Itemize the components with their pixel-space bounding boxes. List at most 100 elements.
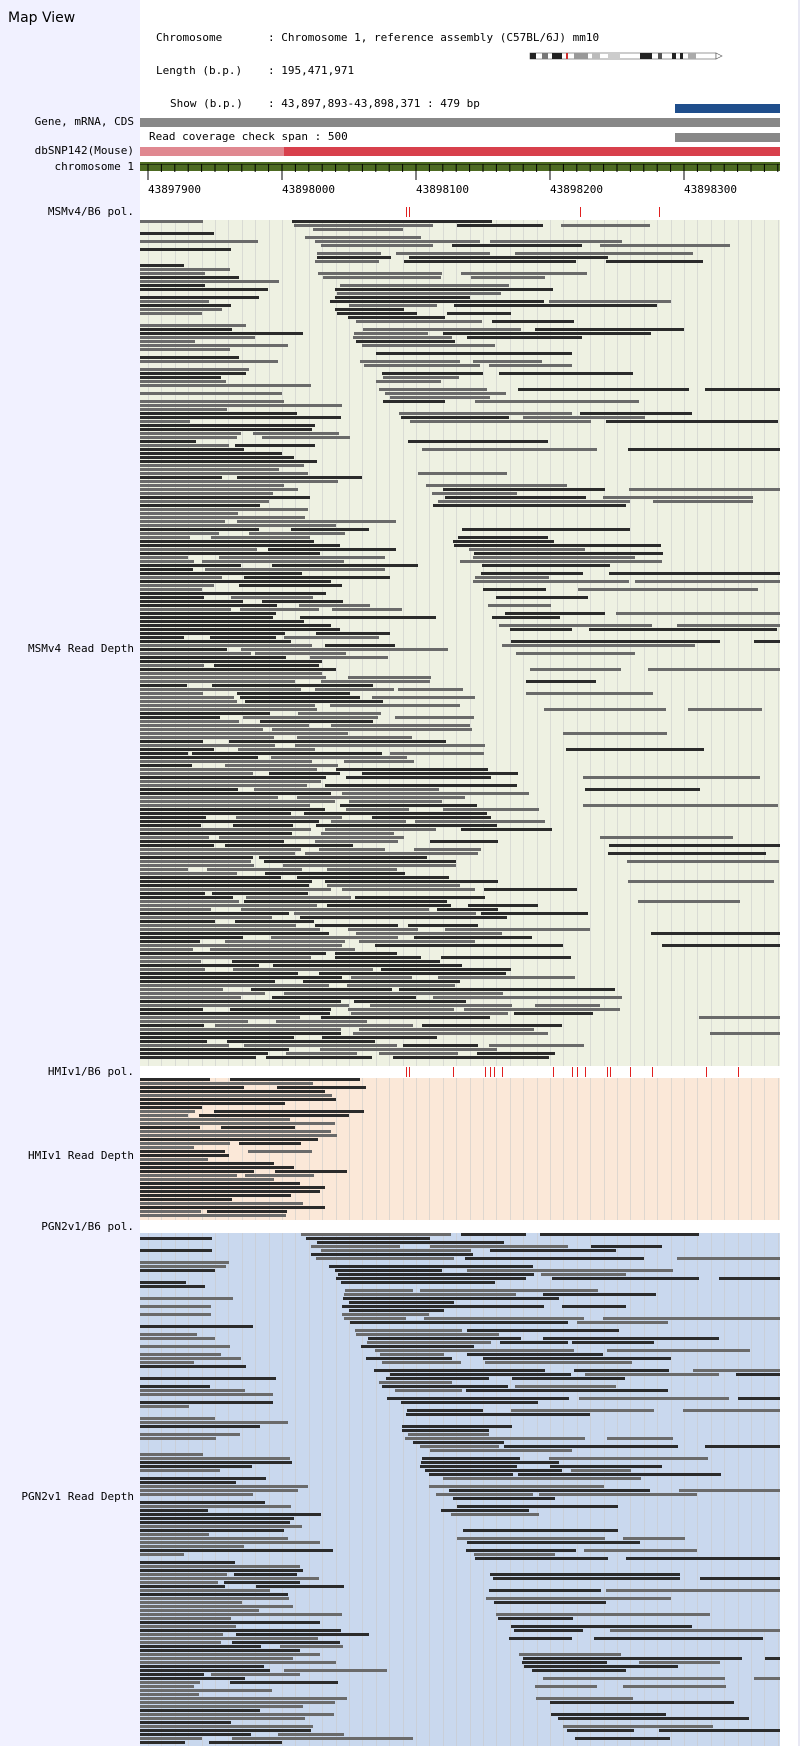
sequence-read[interactable] [230, 1681, 338, 1684]
sequence-read[interactable] [539, 1493, 698, 1496]
sequence-read[interactable] [525, 680, 597, 683]
sequence-read[interactable] [487, 604, 551, 607]
sequence-read[interactable] [140, 1337, 216, 1340]
sequence-read[interactable] [361, 344, 496, 347]
sequence-read[interactable] [140, 1401, 274, 1404]
sequence-read[interactable] [140, 980, 276, 983]
sequence-read[interactable] [140, 464, 305, 467]
sequence-read[interactable] [460, 560, 663, 563]
sequence-read[interactable] [192, 752, 383, 755]
sequence-read[interactable] [236, 520, 396, 523]
sequence-read[interactable] [140, 1237, 213, 1240]
sequence-read[interactable] [234, 444, 315, 447]
sequence-read[interactable] [140, 1741, 186, 1744]
sequence-read[interactable] [140, 556, 188, 559]
sequence-read[interactable] [473, 360, 543, 363]
sequence-read[interactable] [246, 896, 351, 899]
sequence-read[interactable] [140, 836, 209, 839]
sequence-read[interactable] [243, 1044, 397, 1047]
sequence-read[interactable] [140, 848, 302, 851]
sequence-read[interactable] [245, 1174, 314, 1177]
sequence-read[interactable] [523, 1665, 679, 1668]
sequence-read[interactable] [140, 356, 239, 359]
sequence-read[interactable] [140, 416, 341, 419]
sequence-read[interactable] [219, 556, 385, 559]
polymorphism-mark[interactable] [485, 1067, 486, 1077]
sequence-read[interactable] [243, 576, 390, 579]
sequence-read[interactable] [140, 596, 204, 599]
polymorphism-mark[interactable] [580, 207, 581, 217]
sequence-read[interactable] [140, 648, 228, 651]
sequence-read[interactable] [466, 1329, 619, 1332]
sequence-read[interactable] [140, 1170, 255, 1173]
sequence-read[interactable] [590, 1245, 663, 1248]
sequence-read[interactable] [422, 1024, 562, 1027]
sequence-read[interactable] [384, 392, 506, 395]
pgn-polymorphism-row[interactable] [140, 1221, 780, 1233]
sequence-read[interactable] [509, 1637, 572, 1640]
sequence-read[interactable] [140, 1281, 187, 1284]
sequence-read[interactable] [140, 624, 331, 627]
sequence-read[interactable] [277, 1733, 344, 1736]
sequence-read[interactable] [140, 920, 216, 923]
sequence-read[interactable] [451, 244, 583, 247]
sequence-read[interactable] [420, 1289, 598, 1292]
sequence-read[interactable] [140, 1461, 292, 1464]
sequence-read[interactable] [140, 1333, 198, 1336]
sequence-read[interactable] [340, 284, 509, 287]
sequence-read[interactable] [140, 528, 260, 531]
sequence-read[interactable] [430, 840, 499, 843]
sequence-read[interactable] [381, 372, 483, 375]
sequence-read[interactable] [140, 1126, 201, 1129]
sequence-read[interactable] [541, 1273, 627, 1276]
sequence-read[interactable] [349, 1301, 455, 1304]
sequence-read[interactable] [140, 620, 304, 623]
sequence-read[interactable] [140, 1681, 201, 1684]
sequence-read[interactable] [140, 1437, 217, 1440]
sequence-read[interactable] [599, 244, 730, 247]
sequence-read[interactable] [297, 796, 465, 799]
sequence-read[interactable] [458, 536, 549, 539]
sequence-read[interactable] [140, 1008, 203, 1011]
sequence-read[interactable] [531, 1669, 626, 1672]
sequence-read[interactable] [140, 896, 233, 899]
sequence-read[interactable] [140, 1158, 209, 1161]
sequence-read[interactable] [483, 888, 578, 891]
sequence-read[interactable] [366, 1357, 453, 1360]
sequence-read[interactable] [605, 420, 779, 423]
sequence-read[interactable] [140, 568, 194, 571]
sequence-read[interactable] [140, 536, 191, 539]
sequence-read[interactable] [374, 1369, 545, 1372]
sequence-read[interactable] [268, 548, 397, 551]
sequence-read[interactable] [490, 240, 623, 243]
sequence-read[interactable] [140, 1040, 208, 1043]
sequence-read[interactable] [140, 1493, 253, 1496]
sequence-read[interactable] [511, 1377, 625, 1380]
sequence-read[interactable] [140, 1665, 264, 1668]
gene-feature-bar[interactable] [140, 118, 780, 127]
sequence-read[interactable] [536, 1697, 634, 1700]
sequence-read[interactable] [140, 340, 195, 343]
polymorphism-mark[interactable] [553, 1067, 554, 1077]
sequence-read[interactable] [522, 1657, 742, 1660]
sequence-read[interactable] [283, 636, 379, 639]
msm-polymorphism-row[interactable] [140, 206, 780, 218]
sequence-read[interactable] [271, 728, 473, 731]
sequence-read[interactable] [140, 456, 295, 459]
sequence-read[interactable] [140, 1481, 236, 1484]
sequence-read[interactable] [140, 384, 312, 387]
sequence-read[interactable] [349, 1309, 444, 1312]
sequence-read[interactable] [140, 936, 243, 939]
sequence-read[interactable] [415, 820, 545, 823]
sequence-read[interactable] [140, 908, 212, 911]
sequence-read[interactable] [321, 832, 395, 835]
sequence-read[interactable] [429, 1473, 513, 1476]
sequence-read[interactable] [271, 936, 399, 939]
sequence-read[interactable] [457, 1537, 606, 1540]
sequence-read[interactable] [421, 1457, 520, 1460]
sequence-read[interactable] [367, 1337, 521, 1340]
sequence-read[interactable] [489, 1573, 681, 1576]
sequence-read[interactable] [140, 1629, 341, 1632]
sequence-read[interactable] [522, 1661, 608, 1664]
sequence-read[interactable] [140, 1465, 253, 1468]
